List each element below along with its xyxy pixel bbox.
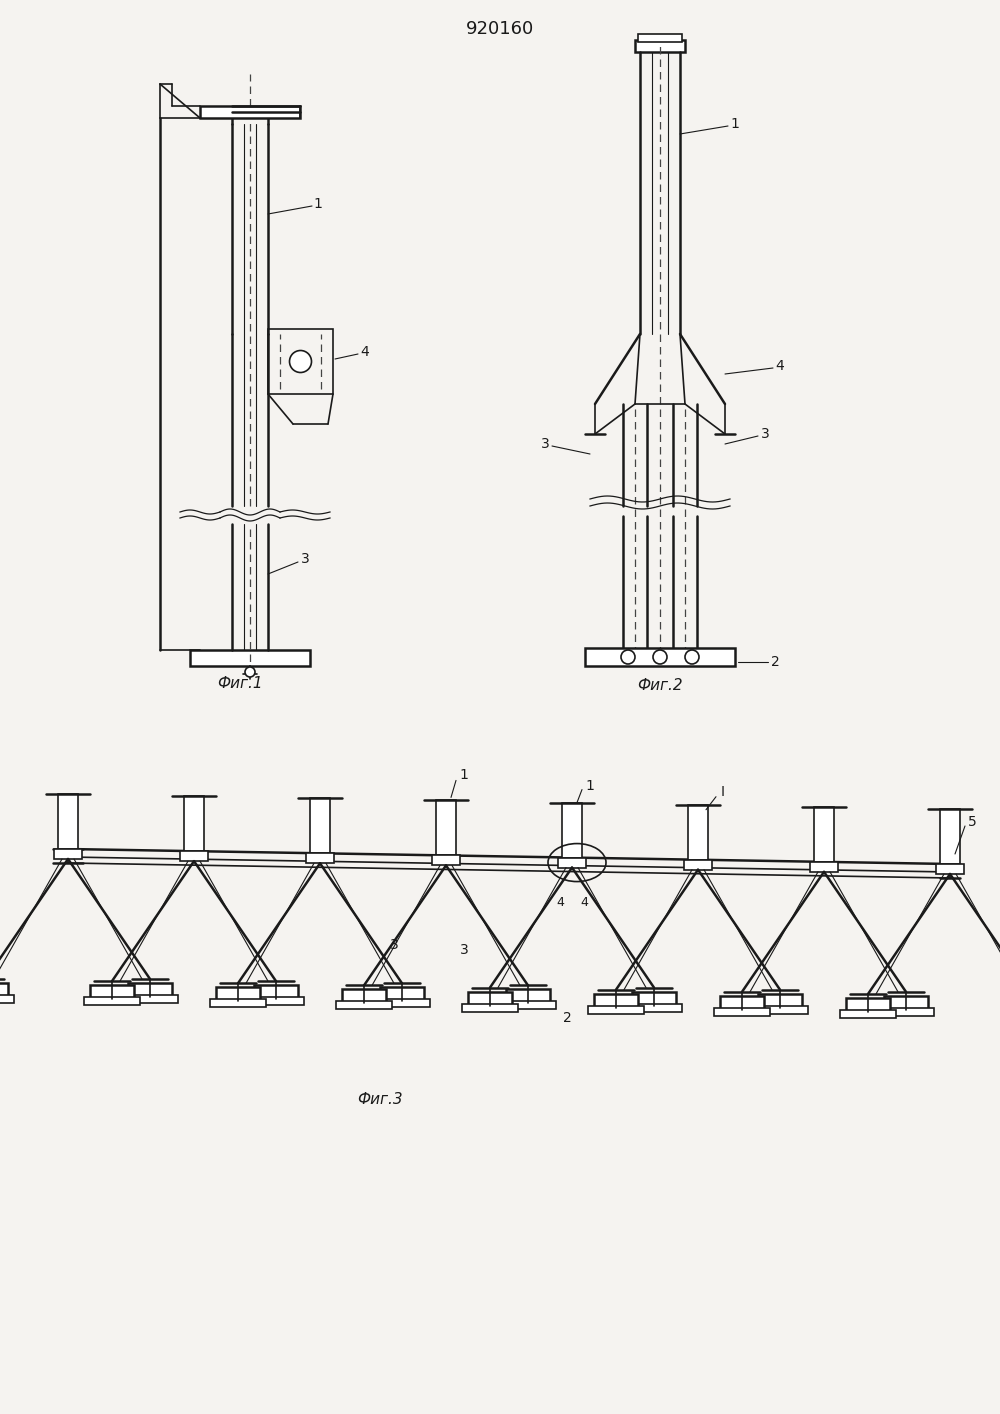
Bar [184,796,204,851]
Bar [635,40,685,52]
Text: 5: 5 [968,814,976,829]
Text: Фиг.3: Фиг.3 [357,1092,403,1107]
Bar [122,995,178,1003]
Bar [814,807,834,863]
Text: 2: 2 [563,1011,571,1025]
Bar [248,997,304,1005]
Text: I: I [721,785,725,799]
Bar [200,106,300,117]
Circle shape [653,650,667,665]
Bar [84,997,140,1005]
Text: 1: 1 [586,779,594,793]
Text: 3: 3 [460,943,468,957]
Bar [810,863,838,872]
Text: 1: 1 [731,117,739,132]
Bar [342,990,386,1004]
Text: 2: 2 [771,655,779,669]
Bar [374,1000,430,1007]
Bar [210,1000,266,1007]
Bar [878,1008,934,1015]
Bar [752,1005,808,1014]
Bar [216,987,260,1001]
Circle shape [290,351,312,372]
Bar [268,329,333,395]
Bar [884,995,928,1010]
Bar [180,851,208,861]
Bar [688,805,708,860]
Text: 3: 3 [390,939,398,953]
Bar [436,800,456,855]
Text: 4: 4 [556,896,564,909]
Circle shape [685,650,699,665]
Text: 4: 4 [776,359,784,373]
Bar [128,983,172,997]
Bar [638,34,682,42]
Bar [254,986,298,1000]
Bar [500,1001,556,1010]
Bar [90,986,134,1000]
Bar [462,1004,518,1011]
Bar [380,987,424,1001]
Bar [190,650,310,666]
Text: 3: 3 [301,551,309,566]
Bar [558,857,586,868]
Bar [714,1008,770,1015]
Bar [758,994,802,1008]
Text: 1: 1 [314,197,322,211]
Circle shape [621,650,635,665]
Bar [588,1005,644,1014]
Bar [54,848,82,858]
Bar [720,995,764,1010]
Text: 1: 1 [460,768,468,782]
Bar [562,803,582,857]
Bar [940,809,960,864]
Bar [936,864,964,874]
Text: 920160: 920160 [466,20,534,38]
Bar [468,991,512,1005]
Bar [585,648,735,666]
Bar [58,795,78,848]
Bar [432,855,460,865]
Bar [594,994,638,1008]
Text: Фиг.1: Фиг.1 [217,676,263,691]
Text: 3: 3 [541,437,549,451]
Circle shape [245,667,255,677]
Text: Фиг.2: Фиг.2 [637,679,683,693]
Bar [0,983,8,997]
Bar [846,998,890,1012]
Bar [626,1004,682,1011]
Text: 3: 3 [761,427,769,441]
Bar [306,853,334,864]
Bar [684,860,712,870]
Text: 4: 4 [361,345,369,359]
Text: 4: 4 [580,896,588,909]
Bar [336,1001,392,1010]
Bar [0,995,14,1003]
Bar [506,990,550,1004]
Bar [632,991,676,1005]
Bar [840,1010,896,1018]
Bar [310,799,330,853]
